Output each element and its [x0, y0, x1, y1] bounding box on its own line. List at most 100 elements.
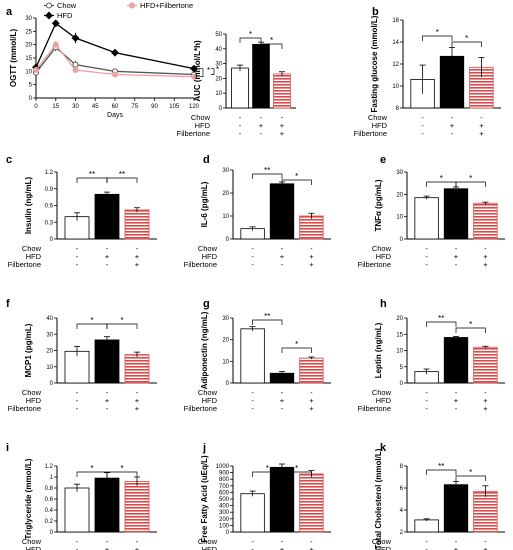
chart-b-ylabel: Fasting glucose (mmol/L) [370, 15, 379, 112]
chart-e-bar-2 [473, 202, 498, 240]
chart-a1-sig-bracket-1 [211, 68, 215, 75]
panel-label-k: k [380, 442, 387, 454]
chart-b-cond-sign-0-1: - [451, 113, 454, 122]
chart-e-cond-label-2: Filbertone [358, 260, 391, 269]
chart-g-cond-label-0: Chow [198, 388, 218, 397]
chart-d-cond-sign-2-0: - [251, 260, 254, 269]
chart-j-cond-label-1: HFD [202, 545, 218, 550]
chart-h-cond-label-1: HFD [376, 396, 392, 405]
chart-h-cond-sign-0-0: - [425, 388, 428, 397]
chart-h-sig-bracket-0 [426, 321, 457, 327]
chart-c-cond-sign-1-2: + [135, 252, 140, 261]
chart-a1-xtick-label-7: 105 [169, 104, 180, 110]
chart-j-cond-sign-0-1: - [281, 537, 284, 546]
chart-c-ytick-label-0: 0 [50, 237, 54, 243]
chart-d-sig-label-0: ** [264, 166, 270, 175]
chart-j-ytick-label-8: 800 [219, 477, 230, 483]
chart-g-cond-sign-0-1: - [281, 388, 284, 397]
chart-a1-xlabel: Days [107, 112, 123, 119]
chart-a2-ytick-label-1: 10 [215, 91, 222, 97]
chart-g-ytick-label-2: 20 [222, 338, 229, 344]
chart-d-ytick-label-2: 20 [222, 191, 229, 197]
chart-k-ytick-label-3: 8 [400, 464, 404, 470]
chart-c-ytick-label-1: 0.3 [45, 220, 54, 226]
chart-a2-ytick-label-2: 20 [215, 76, 222, 82]
chart-e-bar-1 [443, 188, 469, 240]
chart-j-ytick-label-7: 700 [219, 484, 230, 490]
chart-i-ytick-label-1: 0.2 [45, 519, 54, 525]
chart-e-ytick-label-3: 30 [396, 170, 403, 176]
chart-b-cond-sign-0-2: - [480, 113, 483, 122]
chart-i-cond-sign-0-0: - [76, 537, 79, 546]
chart-a1-series-line-1 [35, 22, 195, 70]
chart-a2-cond-sign-0-2: - [281, 113, 284, 122]
chart-e-sig-bracket-1 [455, 181, 486, 187]
chart-j-sig-label-0: * [266, 464, 269, 473]
chart-k-sig-label-0: ** [438, 462, 444, 471]
chart-j-ytick-label-5: 500 [219, 497, 230, 503]
chart-e-ytick-label-2: 20 [396, 192, 403, 198]
chart-a2-cond-sign-1-0: - [239, 121, 242, 130]
chart-c-sig-bracket-1 [106, 177, 138, 183]
chart-h-ylabel: Leptin (ng/mL) [374, 322, 383, 378]
chart-a2-ytick-label-0: 0 [219, 106, 223, 112]
chart-j-cond-label-0: Chow [198, 537, 218, 546]
chart-d-cond-sign-2-2: + [309, 260, 314, 269]
chart-k-sig-label-1: * [469, 468, 472, 477]
chart-b-ytick-label-4: 16 [392, 18, 399, 24]
chart-h-cond-sign-1-2: + [483, 396, 488, 405]
chart-e-cond-sign-1-1: + [454, 252, 459, 261]
chart-c-cond-label-0: Chow [22, 244, 42, 253]
chart-a1-series-1-point-3 [111, 48, 119, 57]
chart-a2-bar-0 [231, 67, 249, 109]
chart-f-sig-bracket-1 [106, 323, 138, 329]
chart-a1-ytick-label-0: 0 [29, 96, 33, 102]
chart-c-cond-sign-2-1: - [106, 260, 109, 269]
chart-c-cond-sign-0-1: - [106, 244, 109, 253]
chart-f-ytick-label-0: 0 [50, 381, 54, 387]
chart-h-ytick-label-0: 0 [400, 381, 404, 387]
chart-a1-legend-label-2: HFD [57, 11, 73, 20]
chart-k-cond-sign-0-0: - [425, 537, 428, 546]
chart-g-cond-sign-2-0: - [251, 404, 254, 413]
chart-g-sig-label-0: ** [264, 312, 270, 321]
chart-k-cond-sign-0-2: - [484, 537, 487, 546]
chart-g-cond-sign-2-1: - [281, 404, 284, 413]
chart-b-cond-sign-0-0: - [421, 113, 424, 122]
chart-g-cond-sign-0-2: - [310, 388, 313, 397]
chart-f-cond-sign-0-0: - [76, 388, 79, 397]
chart-d-sig-bracket-1 [281, 179, 312, 185]
chart-f-cond-sign-0-2: - [136, 388, 139, 397]
chart-j-cond-sign-1-2: + [309, 545, 314, 550]
chart-d-sig-bracket-0 [252, 173, 283, 179]
chart-b-sig-bracket-1 [451, 41, 482, 47]
chart-h-bar-1 [443, 337, 469, 384]
chart-h-sig-label-1: * [469, 320, 472, 329]
chart-e-cond-sign-1-0: - [425, 252, 428, 261]
chart-f-bar-0 [64, 350, 90, 384]
chart-j-sig-label-1: * [295, 464, 298, 473]
chart-d-bar-1 [269, 183, 295, 240]
panel-label-g: g [203, 298, 210, 310]
chart-b-cond-sign-2-0: - [421, 129, 424, 138]
chart-a1-ytick-label-1: 5 [29, 83, 33, 89]
chart-i-cond-sign-0-1: - [106, 537, 109, 546]
chart-e-cond-label-0: Chow [372, 244, 392, 253]
chart-f-cond-sign-1-1: + [105, 396, 110, 405]
chart-g-cond-sign-1-0: - [251, 396, 254, 405]
chart-k-cond-label-1: HFD [376, 545, 392, 550]
chart-b-ytick-label-2: 12 [392, 62, 399, 68]
chart-e-sig-label-1: * [469, 174, 472, 183]
chart-d-cond-sign-0-0: - [251, 244, 254, 253]
chart-f-cond-label-2: Filbertone [8, 404, 41, 413]
chart-i-ytick-label-4: 0.8 [45, 486, 54, 492]
chart-a2-sig-label-1: * [270, 36, 273, 45]
chart-k-sig-bracket-1 [455, 475, 486, 481]
chart-i-cond-label-1: HFD [26, 545, 42, 550]
chart-e-ylabel: TNFα (pg/mL) [374, 179, 383, 231]
chart-j-sig-bracket-1 [281, 471, 312, 477]
chart-a2-cond-sign-2-1: - [260, 129, 263, 138]
chart-e-sig-label-0: * [440, 174, 443, 183]
chart-b-ytick-label-3: 14 [392, 40, 399, 46]
